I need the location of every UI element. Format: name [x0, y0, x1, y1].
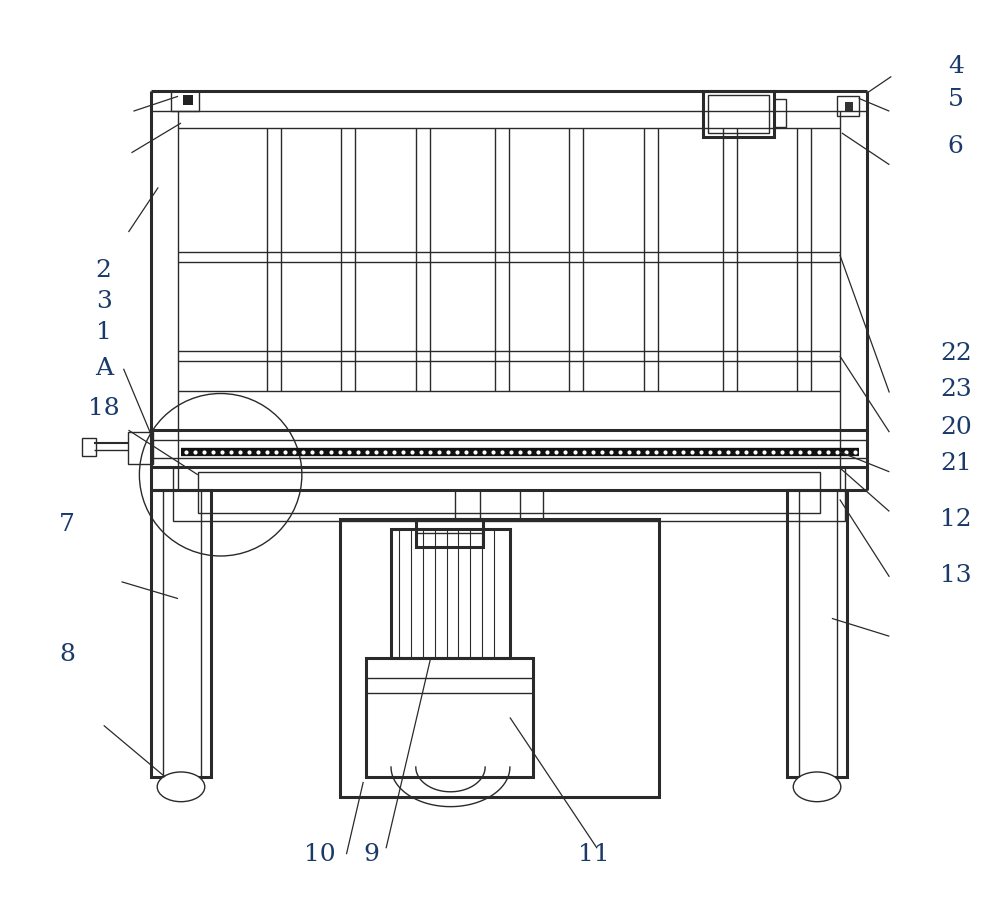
- Bar: [845, 102, 853, 111]
- Text: 6: 6: [948, 135, 964, 158]
- Text: 1: 1: [96, 321, 112, 344]
- Bar: [82, 438, 96, 456]
- Bar: [366, 658, 533, 777]
- Bar: [340, 519, 659, 797]
- Text: 21: 21: [940, 452, 972, 475]
- Bar: [128, 432, 153, 464]
- Bar: [708, 95, 769, 133]
- Bar: [198, 472, 820, 513]
- Bar: [183, 95, 193, 105]
- Text: 11: 11: [578, 843, 610, 867]
- Text: 5: 5: [948, 88, 964, 110]
- Bar: [774, 100, 786, 127]
- Bar: [703, 91, 774, 137]
- Bar: [171, 91, 199, 111]
- Text: 20: 20: [940, 415, 972, 439]
- Bar: [416, 519, 483, 547]
- Ellipse shape: [157, 772, 205, 802]
- Text: 12: 12: [940, 508, 972, 531]
- Text: 3: 3: [96, 291, 112, 313]
- Bar: [837, 96, 859, 116]
- Bar: [151, 490, 211, 777]
- Bar: [391, 529, 510, 658]
- Text: A: A: [95, 357, 113, 380]
- Text: 4: 4: [948, 55, 964, 78]
- Bar: [173, 466, 845, 521]
- Bar: [787, 490, 847, 777]
- Text: 10: 10: [304, 843, 336, 867]
- Text: 8: 8: [59, 643, 75, 666]
- Text: 23: 23: [940, 379, 972, 401]
- Text: 13: 13: [940, 564, 972, 587]
- Ellipse shape: [793, 772, 841, 802]
- Text: 2: 2: [96, 259, 112, 283]
- Text: 7: 7: [59, 512, 75, 536]
- Text: 18: 18: [88, 397, 120, 420]
- Text: 22: 22: [940, 342, 972, 365]
- Text: 9: 9: [363, 843, 379, 867]
